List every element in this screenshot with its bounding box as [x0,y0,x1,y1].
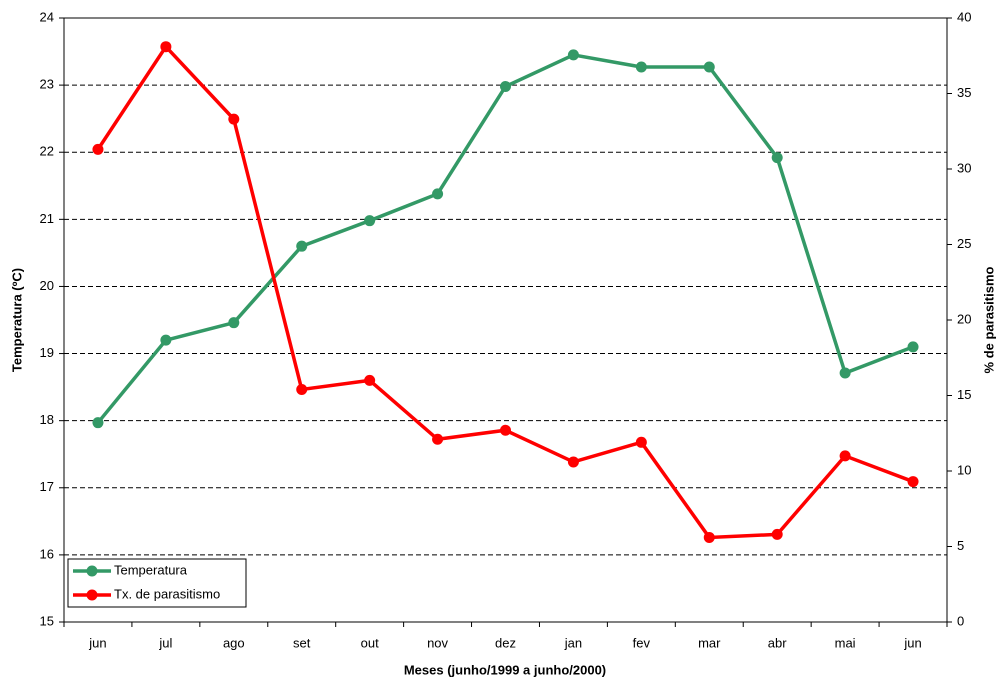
x-tick-label: mar [698,635,721,650]
legend-box [67,558,247,608]
data-point [228,113,240,125]
x-tick-label: nov [427,635,448,650]
data-point [567,49,579,61]
x-axis-label: Meses (junho/1999 a junho/2000) [404,662,606,677]
x-tick-label: jun [903,635,921,650]
y2-tick-label: 40 [957,9,971,24]
x-tick-label: jan [564,635,582,650]
data-point [364,374,376,386]
x-tick-label: ago [223,635,245,650]
data-point [500,424,511,436]
data-point [364,215,376,227]
x-tick-label: jun [88,635,106,650]
data-point [567,456,579,468]
y2-tick-label: 35 [957,85,971,100]
data-point [771,528,783,540]
y2-tick-label: 15 [957,387,971,402]
legend-label: Temperatura [114,562,188,577]
data-point [432,188,444,200]
data-point [92,143,104,155]
data-point [703,61,715,73]
series-line [96,43,914,540]
x-tick-label: dez [495,635,516,650]
y2-tick-label: 5 [957,538,964,553]
y-tick-label: 22 [40,144,54,159]
x-tick-label: abr [768,635,787,650]
y-tick-label: 17 [40,479,54,494]
y-tick-label: 24 [40,9,54,24]
plot-area [63,17,948,623]
data-point [839,367,851,379]
x-tick-label: fev [633,635,651,650]
y2-tick-label: 0 [957,613,964,628]
legend-label: Tx. de parasitismo [114,586,220,601]
y2-axis-label: % de parasitismo [981,266,996,373]
data-point [500,80,511,92]
x-tick-label: set [293,635,311,650]
y-tick-label: 20 [40,278,54,293]
data-point [703,531,715,543]
y-axis-label: Temperatura (ºC) [9,268,24,372]
data-point [228,317,240,329]
data-point [160,334,172,346]
legend-marker [86,565,98,577]
y-tick-label: 16 [40,546,54,561]
y2-tick-label: 30 [957,160,971,175]
y-tick-label: 21 [40,211,54,226]
y2-tick-label: 25 [957,236,971,251]
x-tick-label: mai [835,635,856,650]
y2-tick-label: 10 [957,462,971,477]
data-point [432,433,444,445]
y-tick-label: 15 [40,613,54,628]
data-point [635,61,647,73]
data-point [92,417,104,429]
y2-tick-label: 20 [957,311,971,326]
data-point [296,240,308,252]
y-tick-label: 18 [40,412,54,427]
data-point [296,383,308,395]
data-point [635,436,647,448]
legend-marker [86,589,98,601]
y-tick-label: 19 [40,345,54,360]
data-point [907,341,919,353]
x-tick-label: out [361,635,379,650]
data-point [771,152,783,164]
series-line [96,53,914,424]
y-tick-label: 23 [40,77,54,92]
data-point [907,476,919,488]
x-tick-label: jul [158,635,172,650]
data-point [160,41,172,53]
data-point [839,450,851,462]
